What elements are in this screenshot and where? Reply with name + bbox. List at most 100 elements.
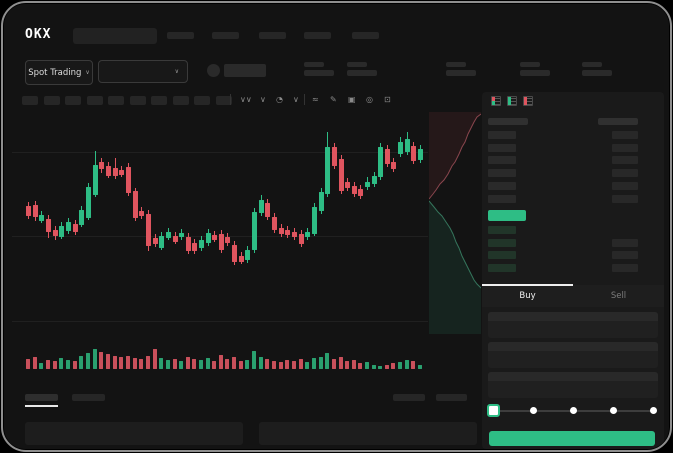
timeframe-placeholder[interactable] xyxy=(65,96,81,105)
bottom-tab[interactable] xyxy=(72,394,105,401)
fullscreen-icon[interactable]: ⊡ xyxy=(384,95,391,104)
orderbook-header-price xyxy=(488,118,528,125)
style-chevron-icon[interactable]: ∨ xyxy=(293,95,299,104)
nav-item-placeholder[interactable] xyxy=(167,32,194,39)
candle xyxy=(418,149,423,160)
candle xyxy=(146,214,151,246)
depth-chart[interactable] xyxy=(429,112,481,334)
volume-bar xyxy=(53,361,57,369)
tab-sell[interactable]: Sell xyxy=(610,291,627,301)
orderbook-asks-icon[interactable] xyxy=(523,96,533,106)
tab-buy[interactable]: Buy xyxy=(519,291,536,301)
candle xyxy=(292,232,297,237)
timeframe-placeholder[interactable] xyxy=(86,96,103,105)
timeframe-placeholder[interactable] xyxy=(194,96,210,105)
slider-stop-dot[interactable] xyxy=(530,407,537,414)
candle xyxy=(166,232,171,238)
volume-bar xyxy=(139,359,143,369)
interval-chevron-icon[interactable]: ∨ xyxy=(260,95,266,104)
stat-value-placeholder xyxy=(446,70,476,76)
buy-submit-button[interactable] xyxy=(489,431,655,446)
settings-icon[interactable]: ◎ xyxy=(366,95,373,104)
last-price-badge[interactable] xyxy=(488,210,526,221)
pair-name-placeholder xyxy=(224,64,266,77)
candle xyxy=(106,166,111,176)
price-chart[interactable] xyxy=(4,112,429,342)
timeframe-placeholder[interactable] xyxy=(151,96,167,105)
nav-item-placeholder[interactable] xyxy=(352,32,379,39)
okx-logo[interactable]: OKX xyxy=(25,27,52,42)
slider-stop-dot[interactable] xyxy=(610,407,617,414)
nav-search-placeholder[interactable] xyxy=(73,28,157,44)
depth-ask-area xyxy=(429,112,481,199)
countdown-icon[interactable]: ◔ xyxy=(276,95,283,104)
candle xyxy=(99,162,104,169)
orderbook-header-amount xyxy=(598,118,638,125)
volume-bar xyxy=(99,352,103,369)
stat-value-placeholder xyxy=(347,70,377,76)
draw-tool-icon[interactable]: ✎ xyxy=(330,95,337,104)
pair-selector-dropdown[interactable]: ∨ xyxy=(98,60,188,83)
indicator-icon[interactable]: ∨∨ xyxy=(240,95,252,104)
volume-bar xyxy=(391,363,395,369)
candle xyxy=(239,256,244,262)
candle xyxy=(153,238,158,244)
toolbar-divider xyxy=(230,94,231,105)
ask-price-bar xyxy=(488,131,516,139)
candle xyxy=(225,237,230,243)
timeframe-placeholder[interactable] xyxy=(172,96,189,105)
volume-bar xyxy=(225,359,229,369)
order-total-input[interactable] xyxy=(488,372,658,398)
bottom-action-placeholder[interactable] xyxy=(436,394,467,401)
nav-item-placeholder[interactable] xyxy=(259,32,286,39)
volume-bar xyxy=(365,362,369,369)
candle xyxy=(126,167,131,193)
volume-bar xyxy=(325,353,329,369)
candle xyxy=(332,147,337,166)
candle xyxy=(358,189,363,196)
market-type-selector[interactable]: Spot Trading ∨ xyxy=(25,60,93,85)
timeframe-placeholder[interactable] xyxy=(108,96,124,105)
line-tool-icon[interactable]: ≈ xyxy=(312,95,319,104)
chart-gridline xyxy=(12,152,428,153)
snapshot-icon[interactable]: ▣ xyxy=(348,95,356,104)
volume-bar xyxy=(339,357,343,369)
candle xyxy=(33,205,38,217)
volume-bar xyxy=(59,358,63,369)
orderbook-bids-icon[interactable] xyxy=(507,96,517,106)
candle xyxy=(312,207,317,234)
nav-item-placeholder[interactable] xyxy=(304,32,331,39)
volume-bar xyxy=(239,361,243,369)
volume-bar xyxy=(153,349,157,369)
volume-bar xyxy=(219,355,223,369)
slider-stop-dot[interactable] xyxy=(570,407,577,414)
slider-stop-dot[interactable] xyxy=(650,407,657,414)
timeframe-placeholder[interactable] xyxy=(129,96,146,105)
orderbook-both-icon[interactable] xyxy=(491,96,501,106)
order-price-input[interactable] xyxy=(488,312,658,338)
candle xyxy=(279,228,284,234)
volume-bar xyxy=(405,360,409,369)
bottom-action-placeholder[interactable] xyxy=(393,394,425,401)
volume-bar xyxy=(166,360,170,369)
order-amount-input[interactable] xyxy=(488,342,658,368)
amount-slider-handle[interactable] xyxy=(487,404,500,417)
bottom-panel-row[interactable] xyxy=(25,422,243,445)
volume-bar xyxy=(372,365,376,369)
bottom-panel-row[interactable] xyxy=(259,422,477,445)
candle xyxy=(192,243,197,251)
candle xyxy=(245,250,250,260)
candle xyxy=(79,210,84,225)
stat-label-placeholder xyxy=(582,62,602,67)
volume-bar xyxy=(345,361,349,369)
timeframe-placeholder[interactable] xyxy=(22,96,38,105)
bottom-tab-active[interactable] xyxy=(25,394,58,401)
candle xyxy=(212,235,217,240)
depth-ask-line xyxy=(429,113,481,200)
timeframe-placeholder[interactable] xyxy=(43,96,60,105)
nav-item-placeholder[interactable] xyxy=(212,32,239,39)
bid-price-bar xyxy=(488,263,516,272)
timeframe-placeholder[interactable] xyxy=(215,96,232,105)
ask-price-bar xyxy=(488,181,516,190)
candle xyxy=(86,187,91,218)
